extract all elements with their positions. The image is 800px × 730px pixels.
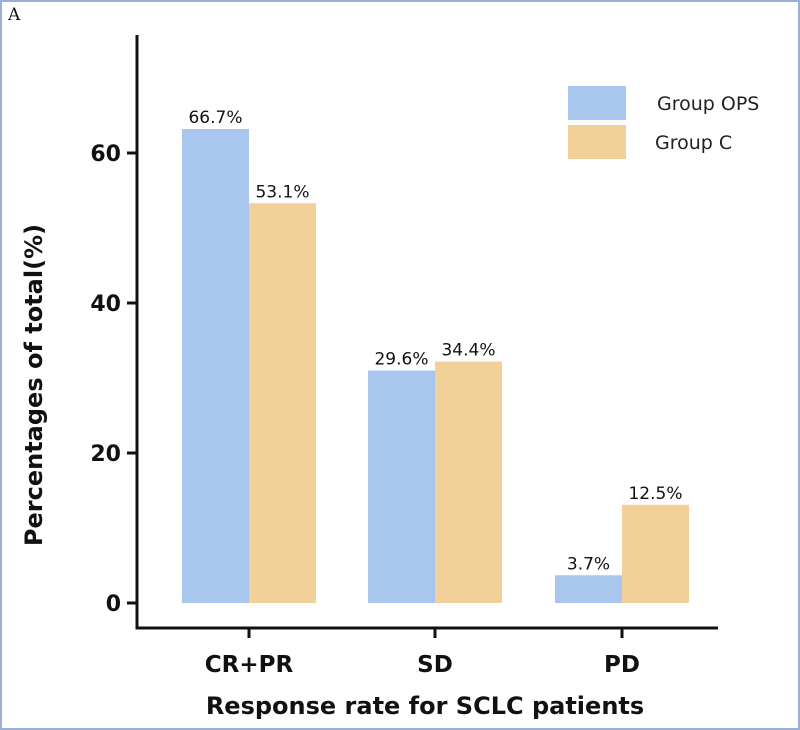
legend-swatch-group-ops (568, 86, 626, 120)
bar-group-c-cr-pr (249, 203, 316, 603)
y-tick-label: 20 (90, 442, 121, 467)
value-label: 34.4% (441, 341, 495, 361)
x-tick-label: PD (604, 652, 640, 678)
x-tick-label: CR+PR (205, 652, 294, 678)
x-ticks-group: CR+PR SD PD (205, 628, 640, 678)
bar-group-c-sd (435, 361, 502, 603)
bars-group (182, 129, 689, 603)
bar-group-ops-sd (368, 370, 435, 603)
x-axis-title: Response rate for SCLC patients (206, 692, 644, 720)
bar-group-ops-pd (555, 575, 622, 603)
bar-group-c-pd (622, 504, 689, 603)
y-axis-title: Percentages of total(%) (20, 224, 48, 546)
y-ticks-group: 0 20 40 60 (90, 142, 137, 617)
y-tick-label: 40 (90, 292, 121, 317)
panel-tag: A (7, 5, 21, 25)
legend-label-group-ops: Group OPS (657, 93, 759, 115)
bar-group-ops-cr-pr (182, 129, 249, 603)
legend: Group OPS Group C (568, 86, 759, 159)
legend-label-group-c: Group C (655, 132, 732, 154)
value-label: 53.1% (255, 182, 309, 202)
value-label: 3.7% (567, 554, 610, 574)
y-tick-label: 0 (106, 592, 121, 617)
value-label: 29.6% (374, 350, 428, 370)
x-tick-label: SD (417, 652, 453, 678)
y-tick-label: 60 (90, 142, 121, 167)
legend-swatch-group-c (568, 125, 626, 159)
value-labels-group: 66.7% 53.1% 29.6% 34.4% 3.7% 12.5% (188, 108, 682, 574)
value-label: 12.5% (628, 484, 682, 504)
value-label: 66.7% (188, 108, 242, 128)
